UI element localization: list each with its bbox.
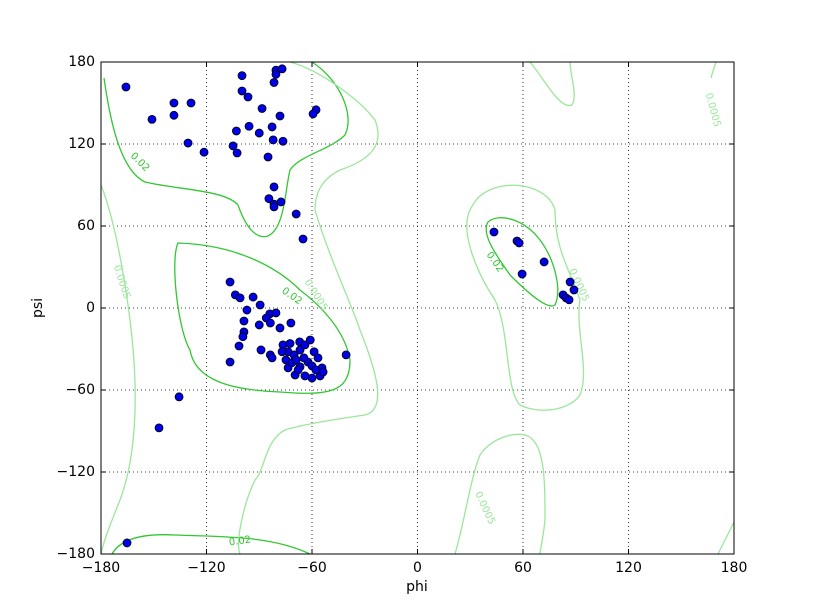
point xyxy=(199,147,209,157)
point xyxy=(265,318,275,328)
point xyxy=(489,227,499,237)
point xyxy=(237,71,247,81)
point xyxy=(231,126,241,136)
point xyxy=(122,538,132,548)
point xyxy=(186,98,196,108)
point xyxy=(291,209,301,219)
point xyxy=(244,121,254,131)
point xyxy=(257,104,267,113)
point xyxy=(121,82,131,92)
point xyxy=(237,86,247,96)
point xyxy=(234,341,244,351)
point xyxy=(154,423,164,433)
y-tick-label: 120 xyxy=(68,136,95,152)
point xyxy=(311,365,321,375)
point xyxy=(263,152,273,162)
point xyxy=(243,92,253,102)
y-tick-label: 0 xyxy=(86,300,95,316)
contour-line xyxy=(100,184,136,555)
y-tick-label: −180 xyxy=(57,546,95,562)
point xyxy=(242,305,252,315)
point xyxy=(267,122,277,132)
point xyxy=(271,69,281,79)
point xyxy=(298,234,308,244)
point xyxy=(277,347,287,357)
point xyxy=(169,98,179,108)
point xyxy=(275,111,285,121)
x-tick-label: 0 xyxy=(413,560,422,576)
point xyxy=(255,300,265,310)
point xyxy=(271,308,281,318)
point xyxy=(309,347,319,357)
point xyxy=(267,353,277,363)
point xyxy=(254,128,264,138)
x-axis-label: phi xyxy=(406,579,428,595)
point xyxy=(565,277,575,287)
contour-line xyxy=(529,61,575,107)
contour-line xyxy=(485,217,559,307)
point xyxy=(278,136,288,146)
point xyxy=(254,320,264,330)
point xyxy=(293,365,303,375)
point xyxy=(275,323,285,333)
point xyxy=(269,182,279,192)
contour-line xyxy=(466,184,585,411)
point xyxy=(269,202,279,212)
contour-line xyxy=(238,61,379,555)
point xyxy=(147,115,157,124)
point xyxy=(235,293,245,303)
x-tick-label: −120 xyxy=(187,560,225,576)
point xyxy=(183,138,193,148)
point xyxy=(514,238,524,248)
point xyxy=(291,355,301,365)
point xyxy=(539,257,549,267)
point xyxy=(239,316,249,326)
x-tick-label: 180 xyxy=(721,560,748,576)
point xyxy=(264,194,274,204)
point xyxy=(308,109,318,119)
point xyxy=(313,353,323,363)
point xyxy=(225,277,235,287)
point xyxy=(300,371,310,381)
point xyxy=(228,141,238,151)
point xyxy=(299,353,309,363)
point xyxy=(286,318,296,328)
x-tick-label: 120 xyxy=(615,560,642,576)
point xyxy=(256,345,266,355)
contour-line xyxy=(710,61,717,79)
point xyxy=(341,350,351,360)
x-tick-label: 60 xyxy=(514,560,532,576)
contour-label: 0.02 xyxy=(228,534,252,548)
point xyxy=(238,332,248,342)
contour-line xyxy=(454,433,546,555)
point xyxy=(277,64,287,74)
points xyxy=(121,64,579,548)
point xyxy=(232,148,242,158)
contour-line xyxy=(717,521,735,555)
contour-line xyxy=(103,61,349,238)
contour-line xyxy=(174,242,351,394)
point xyxy=(564,295,574,305)
point xyxy=(569,285,579,295)
point xyxy=(285,339,295,348)
point xyxy=(268,135,278,145)
point xyxy=(305,335,315,345)
y-axis-label: psi xyxy=(30,298,46,318)
point xyxy=(248,292,258,302)
point xyxy=(169,110,179,120)
point xyxy=(174,392,184,402)
point xyxy=(225,357,235,367)
point xyxy=(318,367,328,377)
x-tick-label: −180 xyxy=(82,560,120,576)
y-tick-label: 180 xyxy=(68,54,95,70)
point xyxy=(269,78,279,87)
x-tick-label: −60 xyxy=(297,560,327,576)
y-tick-label: 60 xyxy=(77,218,95,234)
point xyxy=(517,269,527,279)
y-tick-label: −60 xyxy=(65,382,95,398)
y-tick-label: −120 xyxy=(57,464,95,480)
